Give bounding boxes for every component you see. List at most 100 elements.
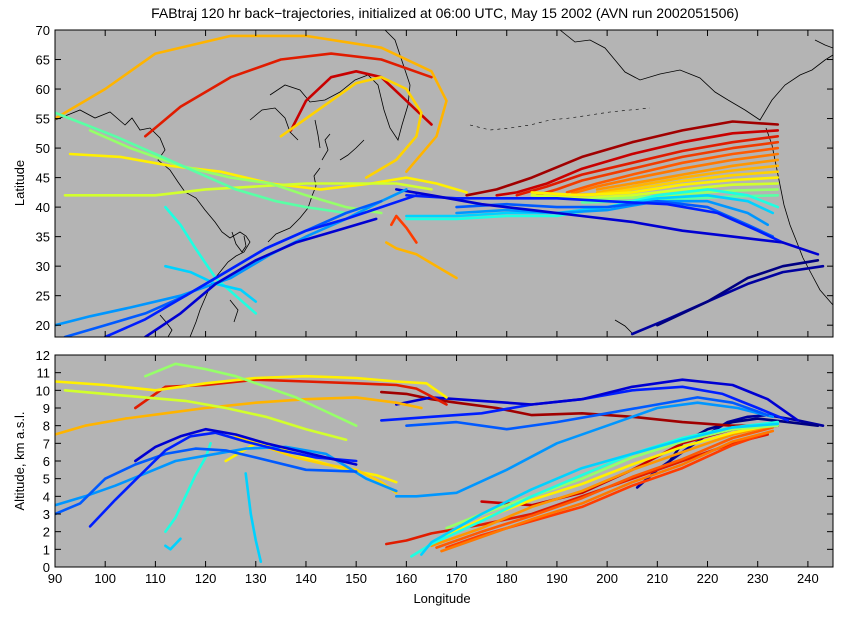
latitude-trajectory-29 [63, 182, 433, 197]
altitude-trajectory-14 [394, 401, 775, 498]
altitude-trajectory-19 [55, 396, 423, 436]
altitude-y-tick-label: 2 [43, 525, 50, 540]
altitude-y-tick-label: 5 [43, 472, 50, 487]
latitude-y-tick-label: 50 [36, 141, 50, 156]
longitude-x-axis-label: Longitude [413, 591, 470, 606]
coastline-map [55, 30, 833, 337]
longitude-x-tick-label: 120 [195, 571, 217, 586]
altitude-y-tick-label: 0 [43, 560, 50, 575]
latitude-y-tick-label: 45 [36, 171, 50, 186]
latitude-trajectory-19 [394, 188, 820, 256]
latitude-y-tick-label: 25 [36, 289, 50, 304]
latitude-trajectory-34 [55, 188, 408, 327]
altitude-trajectory-21 [63, 388, 348, 442]
altitude-trajectory-8 [440, 429, 775, 553]
altitude-trajectory-17 [394, 378, 800, 422]
longitude-x-tick-label: 190 [546, 571, 568, 586]
altitude-y-tick-label: 6 [43, 454, 50, 469]
altitude-y-axis-label: Altitude, km a.s.l. [12, 412, 27, 511]
latitude-trajectory-8 [595, 164, 780, 194]
latitude-trajectory-26 [55, 34, 448, 173]
latitude-trajectories [55, 34, 825, 337]
latitude-trajectory-17 [455, 199, 775, 238]
chart-title: FABtraj 120 hr back−trajectories, initia… [151, 5, 739, 21]
latitude-trajectory-11 [530, 182, 780, 200]
longitude-x-tick-label: 220 [697, 571, 719, 586]
latitude-y-axis-label: Latitude [12, 160, 27, 206]
latitude-trajectory-36 [103, 194, 418, 337]
latitude-trajectory-12 [580, 188, 780, 202]
latitude-y-tick-label: 60 [36, 82, 50, 97]
latitude-trajectory-32 [164, 205, 258, 315]
latitude-trajectory-25 [144, 52, 433, 138]
longitude-x-tick-label: 130 [245, 571, 267, 586]
altitude-y-tick-label: 11 [37, 366, 51, 381]
longitude-x-tick-label: 180 [496, 571, 518, 586]
longitude-x-tick-label: 160 [396, 571, 418, 586]
latitude-trajectory-21 [655, 258, 820, 327]
latitude-trajectory-7 [595, 158, 780, 191]
latitude-trajectory-24 [289, 70, 433, 132]
altitude-trajectory-9 [430, 424, 775, 548]
longitude-x-tick-label: 90 [48, 571, 62, 586]
altitude-trajectory-3 [379, 390, 780, 428]
altitude-y-tick-label: 8 [43, 419, 50, 434]
longitude-x-tick-label: 230 [747, 571, 769, 586]
latitude-trajectory-30 [88, 129, 383, 215]
altitude-y-tick-label: 1 [43, 542, 50, 557]
longitude-x-ticks: 90 100 110 120 130 140 150 160 170 180 190 200 210 22… [48, 30, 819, 586]
latitude-y-tick-label: 65 [36, 53, 50, 68]
latitude-y-tick-label: 55 [36, 112, 50, 127]
latitude-trajectory-20 [630, 264, 825, 336]
longitude-x-tick-label: 110 [145, 571, 166, 586]
latitude-trajectory-10 [530, 176, 780, 197]
latitude-y-tick-label: 35 [36, 230, 50, 245]
latitude-panel: 20 25 30 35 40 45 50 55 60 65 70 Latitude [12, 23, 834, 338]
longitude-x-tick-label: 100 [94, 571, 116, 586]
latitude-trajectory-3 [515, 135, 780, 197]
altitude-y-tick-label: 9 [43, 401, 50, 416]
altitude-trajectory-29 [55, 447, 358, 516]
longitude-x-tick-label: 200 [596, 571, 618, 586]
latitude-y-ticks: 20 25 30 35 40 45 50 55 60 65 70 [36, 23, 833, 333]
latitude-trajectory-2 [495, 129, 780, 197]
altitude-y-tick-label: 4 [43, 489, 50, 504]
altitude-y-tick-label: 7 [43, 436, 50, 451]
latitude-trajectory-16 [455, 199, 770, 227]
altitude-trajectory-13 [420, 422, 780, 556]
latitude-plot-area [55, 30, 833, 337]
latitude-y-tick-label: 70 [36, 23, 50, 38]
longitude-x-tick-label: 140 [295, 571, 317, 586]
latitude-axes-frame [54, 29, 834, 338]
longitude-x-tick-label: 150 [345, 571, 367, 586]
altitude-trajectory-16 [379, 385, 790, 422]
altitude-trajectories [55, 362, 825, 564]
altitude-y-tick-label: 3 [43, 507, 50, 522]
latitude-trajectory-31 [55, 111, 348, 215]
altitude-y-tick-label: 12 [36, 348, 50, 363]
altitude-trajectory-7 [435, 426, 775, 549]
latitude-y-tick-label: 20 [36, 318, 50, 333]
latitude-trajectory-5 [565, 146, 780, 194]
latitude-trajectory-1 [465, 120, 780, 197]
altitude-trajectory-30 [88, 431, 358, 528]
altitude-trajectory-31 [134, 427, 358, 466]
latitude-trajectory-18 [405, 194, 785, 244]
latitude-trajectory-27 [279, 75, 423, 179]
altitude-trajectory-15 [405, 396, 770, 431]
longitude-x-tick-label: 170 [446, 571, 468, 586]
latitude-trajectory-4 [535, 140, 780, 197]
latitude-trajectory-22 [389, 214, 418, 244]
latitude-y-tick-label: 40 [36, 200, 50, 215]
altitude-trajectory-27 [244, 472, 263, 564]
latitude-trajectory-23 [384, 241, 458, 280]
altitude-trajectory-28 [55, 445, 398, 507]
altitude-y-tick-label: 10 [36, 383, 50, 398]
longitude-x-tick-label: 240 [797, 571, 819, 586]
latitude-trajectory-37 [144, 217, 378, 337]
latitude-trajectory-28 [68, 152, 468, 194]
altitude-trajectory-22 [144, 362, 358, 428]
longitude-x-tick-label: 210 [646, 571, 668, 586]
